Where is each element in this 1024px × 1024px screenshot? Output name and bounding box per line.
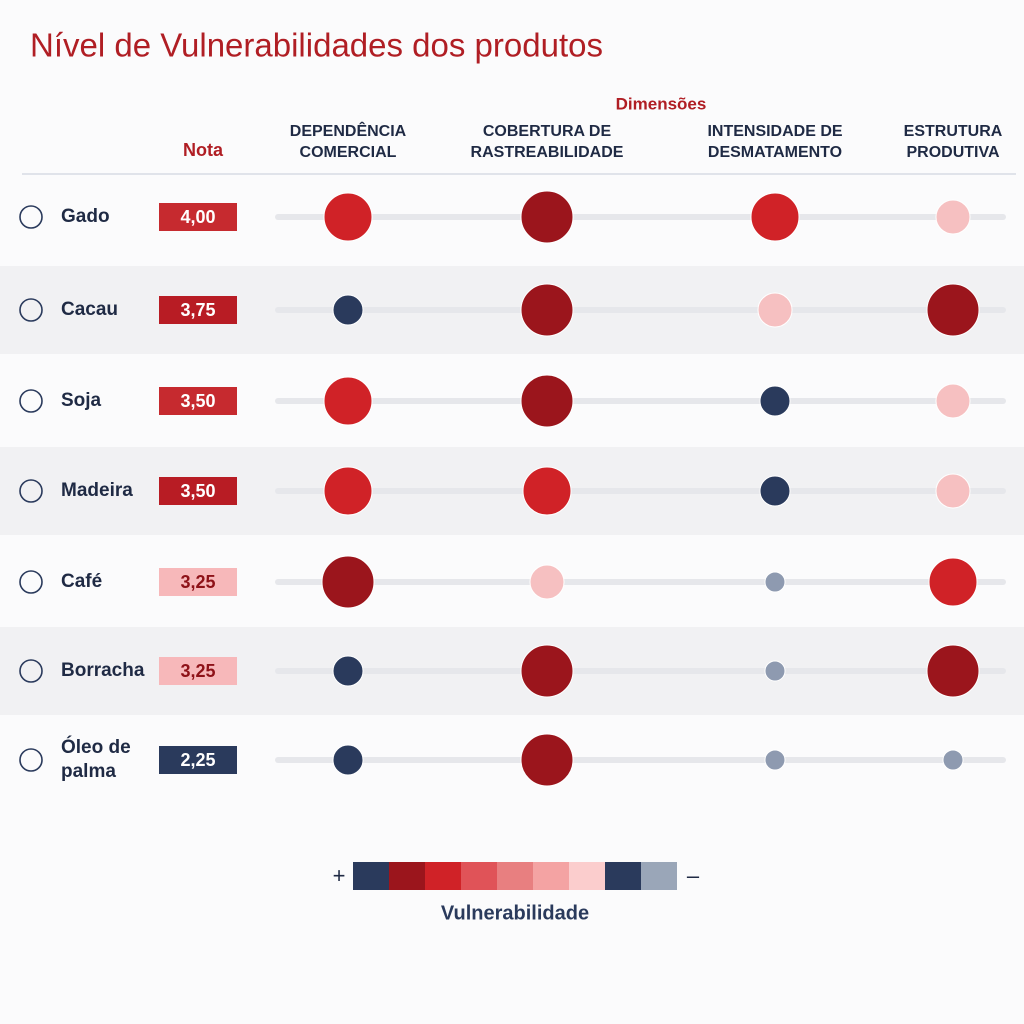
dimension-dot xyxy=(520,733,574,787)
legend-swatch xyxy=(569,862,605,890)
legend-swatch xyxy=(389,862,425,890)
dimension-dot xyxy=(323,192,373,242)
dimension-label: PRODUTIVA xyxy=(906,144,999,161)
score-header: Nota xyxy=(183,140,224,160)
product-icon xyxy=(19,389,43,413)
score-box xyxy=(159,296,237,324)
score-box xyxy=(159,746,237,774)
dimension-dot xyxy=(520,374,574,428)
score-value: 2,25 xyxy=(180,750,215,770)
dimension-dot xyxy=(926,644,980,698)
score-box xyxy=(159,477,237,505)
product-name: Óleo de xyxy=(61,736,131,758)
legend-swatch xyxy=(605,862,641,890)
score-value: 3,25 xyxy=(180,661,215,681)
product-icon xyxy=(19,570,43,594)
dimension-dot xyxy=(332,655,364,687)
dimension-dot xyxy=(750,192,800,242)
dimension-dot xyxy=(928,557,978,607)
score-value: 3,50 xyxy=(180,391,215,411)
legend-swatch xyxy=(353,862,389,890)
product-icon xyxy=(19,659,43,683)
dimension-dot xyxy=(764,660,786,682)
score-value: 3,25 xyxy=(180,572,215,592)
dimension-dot xyxy=(332,294,364,326)
legend-minus: – xyxy=(687,863,700,888)
dimension-label: COBERTURA DE xyxy=(483,123,612,140)
product-name: Gado xyxy=(61,206,110,227)
legend-plus: + xyxy=(333,863,346,888)
legend-label: Vulnerabilidade xyxy=(441,902,589,924)
score-box xyxy=(159,568,237,596)
legend-swatch xyxy=(641,862,677,890)
dimension-dot xyxy=(323,466,373,516)
product-name: Cacau xyxy=(61,299,118,320)
product-name: Soja xyxy=(61,390,102,411)
dimension-dot xyxy=(522,466,572,516)
dimension-dot xyxy=(764,749,786,771)
product-icon xyxy=(19,205,43,229)
dimension-dot xyxy=(759,385,791,417)
dimension-label: RASTREABILIDADE xyxy=(471,144,624,161)
dimension-dot xyxy=(321,555,375,609)
product-name: Borracha xyxy=(61,660,145,681)
score-box xyxy=(159,657,237,685)
dimension-group: Dimensões xyxy=(616,94,707,113)
dimension-dot xyxy=(935,383,971,419)
dimension-dot xyxy=(332,744,364,776)
legend-swatch xyxy=(425,862,461,890)
score-value: 4,00 xyxy=(180,207,215,227)
score-box xyxy=(159,387,237,415)
dimension-dot xyxy=(942,749,964,771)
dimension-dot xyxy=(520,190,574,244)
dimension-dot xyxy=(520,644,574,698)
dimension-dot xyxy=(935,199,971,235)
dimension-dot xyxy=(757,292,793,328)
legend-swatch xyxy=(461,862,497,890)
product-name: Café xyxy=(61,571,102,592)
dimension-dot xyxy=(935,473,971,509)
legend-swatch xyxy=(533,862,569,890)
dimension-dot xyxy=(323,376,373,426)
product-icon xyxy=(19,748,43,772)
dimension-dot xyxy=(926,283,980,337)
dimension-label: DEPENDÊNCIA xyxy=(290,121,407,140)
score-box xyxy=(159,203,237,231)
dimension-label: INTENSIDADE DE xyxy=(707,123,842,140)
dimension-dot xyxy=(520,283,574,337)
legend-swatch xyxy=(497,862,533,890)
dimension-dot xyxy=(759,475,791,507)
dimension-dot xyxy=(764,571,786,593)
dimension-label: DESMATAMENTO xyxy=(708,144,842,161)
product-icon xyxy=(19,479,43,503)
product-name: Madeira xyxy=(61,480,133,501)
dimension-label: ESTRUTURA xyxy=(904,123,1003,140)
score-value: 3,50 xyxy=(180,481,215,501)
dimension-label: COMERCIAL xyxy=(300,144,397,161)
title: Nível de Vulnerabilidades dos produtos xyxy=(30,27,603,64)
product-name: palma xyxy=(61,761,116,782)
dimension-dot xyxy=(529,564,565,600)
score-value: 3,75 xyxy=(180,300,215,320)
product-icon xyxy=(19,298,43,322)
